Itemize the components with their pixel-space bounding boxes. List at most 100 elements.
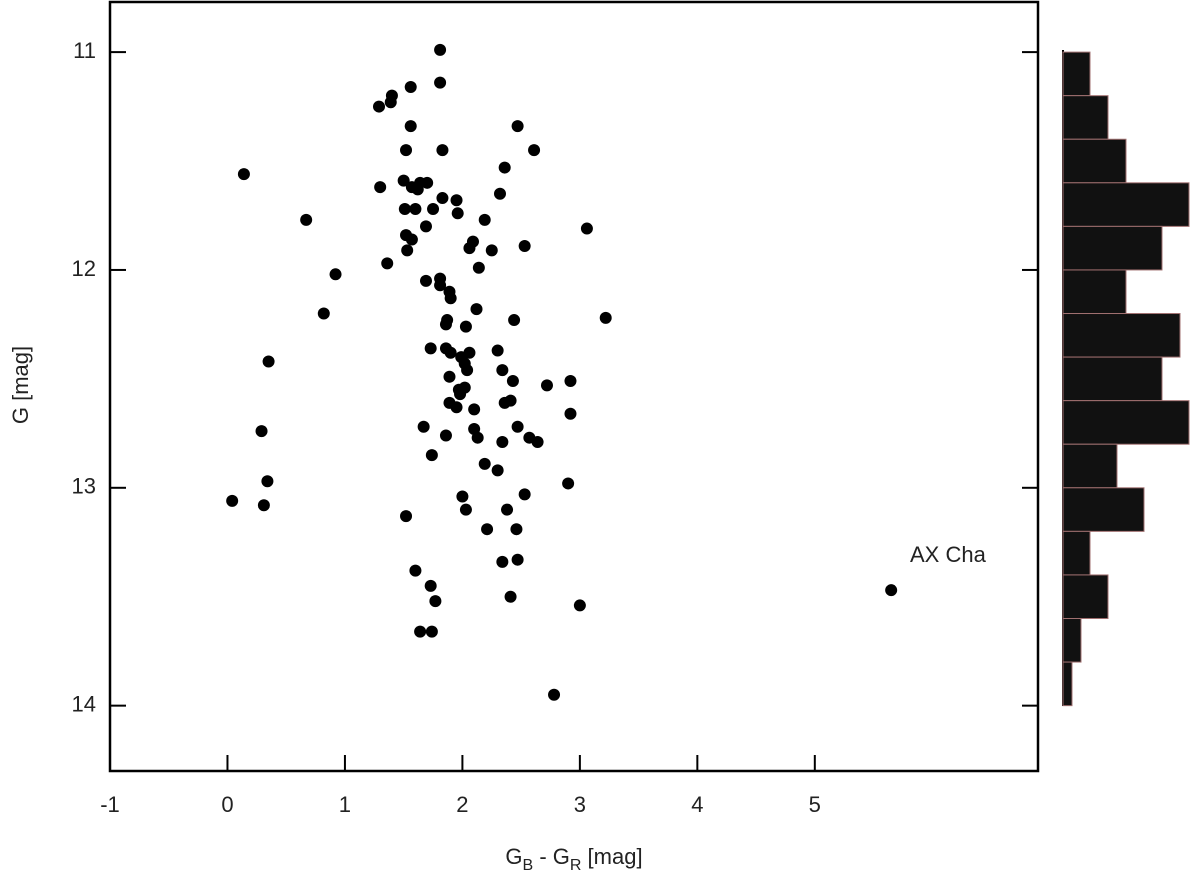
point [562,477,575,490]
point [580,222,593,235]
point [478,457,491,470]
point [255,425,268,438]
histogram-bar [1062,487,1145,532]
point [459,503,472,516]
y-tick-label: 12 [72,256,96,281]
histogram-bar [1062,400,1190,445]
plot-frame [108,0,1040,773]
point [528,144,541,157]
point [564,375,577,388]
point [417,420,430,433]
point [511,420,524,433]
point [491,344,504,357]
point [425,625,438,638]
point [564,407,577,420]
point [414,625,427,638]
point [226,494,239,507]
point [400,144,413,157]
point [510,523,523,536]
point [329,268,342,281]
histogram-bar [1062,225,1163,271]
point [419,274,432,287]
x-tick-label: 4 [691,792,703,817]
point [493,187,506,200]
point [463,242,476,255]
point [381,257,394,270]
point [409,564,422,577]
point [498,396,511,409]
point [444,292,457,305]
point [436,144,449,157]
point [885,584,898,597]
point [470,303,483,316]
point [404,80,417,93]
point [425,449,438,462]
point [599,311,612,324]
y-tick-label: 11 [73,38,96,63]
point [491,464,504,477]
point [511,553,524,566]
point [573,599,586,612]
point [506,375,519,388]
point [478,213,491,226]
point [450,194,463,207]
point [262,355,275,368]
point [257,499,270,512]
point [444,346,457,359]
point [401,244,414,257]
point [237,168,250,181]
histogram-bar [1062,574,1109,620]
x-axis-label: GB - GR [mag] [505,844,642,874]
point [424,579,437,592]
point [385,89,398,102]
point [471,431,484,444]
x-tick-label: 3 [574,792,586,817]
point [496,436,509,449]
point [439,318,452,331]
point [434,76,447,89]
point [434,279,447,292]
y-tick-label: 13 [72,474,96,499]
histogram-bar [1062,530,1091,576]
x-tick-label: -1 [100,792,120,817]
point [436,192,449,205]
point [454,388,467,401]
point [540,379,553,392]
point [468,403,481,416]
point [397,174,410,187]
x-tick-label: 1 [339,792,351,817]
point [427,202,440,215]
point [400,510,413,523]
point [405,233,418,246]
histogram-bar [1062,138,1127,184]
point [398,202,411,215]
point [496,364,509,377]
point [501,503,514,516]
point [424,342,437,355]
point [419,220,432,233]
point [261,475,274,488]
histogram-bar [1062,51,1091,97]
point [496,555,509,568]
x-tick-label: 2 [456,792,468,817]
point [548,688,561,701]
point [459,320,472,333]
histogram-bar [1062,661,1073,707]
point [498,161,511,174]
histogram-bar [1062,443,1118,489]
point [404,120,417,133]
y-tick-label: 14 [72,691,96,716]
point [456,490,469,503]
point [434,43,447,56]
point [414,176,427,189]
point [429,595,442,608]
point [443,370,456,383]
point [472,261,485,274]
point [439,429,452,442]
histogram-bar [1062,356,1163,402]
annotation: AX Cha [910,542,987,567]
point [504,590,517,603]
point [518,488,531,501]
histogram-bar [1062,182,1190,227]
